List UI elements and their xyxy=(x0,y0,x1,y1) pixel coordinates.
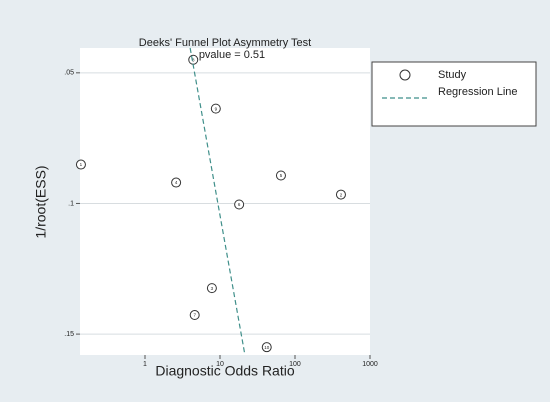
legend-label: Study xyxy=(438,69,467,81)
regression-line xyxy=(189,47,246,356)
study-point xyxy=(261,342,272,353)
point-label: 4 xyxy=(175,180,178,185)
study-point xyxy=(335,189,346,200)
point-label: 7 xyxy=(193,313,196,318)
x-axis-title: Diagnostic Odds Ratio xyxy=(155,363,295,379)
study-point xyxy=(275,170,286,181)
point-label: 8 xyxy=(192,57,195,62)
x-tick-label: 1 xyxy=(143,361,147,368)
point-label: 6 xyxy=(238,202,241,207)
point-label: 10 xyxy=(264,345,270,350)
point-label: 2 xyxy=(340,192,343,197)
study-point xyxy=(75,159,86,170)
study-point xyxy=(206,283,217,294)
x-tick-label: 1000 xyxy=(362,361,378,368)
y-tick-label: .1 xyxy=(68,200,74,207)
point-label: 1 xyxy=(80,162,83,167)
x-tick-label: 10 xyxy=(216,361,224,368)
point-label: 5 xyxy=(280,173,283,178)
study-point xyxy=(210,103,221,114)
legend-label: Regression Line xyxy=(438,86,518,98)
plot-area xyxy=(80,48,370,355)
x-tick-label: 100 xyxy=(289,361,301,368)
chart-title: Deeks' Funnel Plot Asymmetry Test xyxy=(139,37,311,49)
y-axis-title: 1/root(ESS) xyxy=(33,165,49,238)
y-tick-label: .05 xyxy=(64,70,74,77)
point-label: 3 xyxy=(211,286,214,291)
legend-marker xyxy=(399,69,411,81)
legend xyxy=(371,61,537,127)
study-point xyxy=(171,177,182,188)
point-label: 9 xyxy=(215,106,218,111)
y-tick-label: .15 xyxy=(64,331,74,338)
study-point xyxy=(189,310,200,321)
study-point xyxy=(234,199,245,210)
chart-subtitle: pvalue = 0.51 xyxy=(199,49,265,61)
